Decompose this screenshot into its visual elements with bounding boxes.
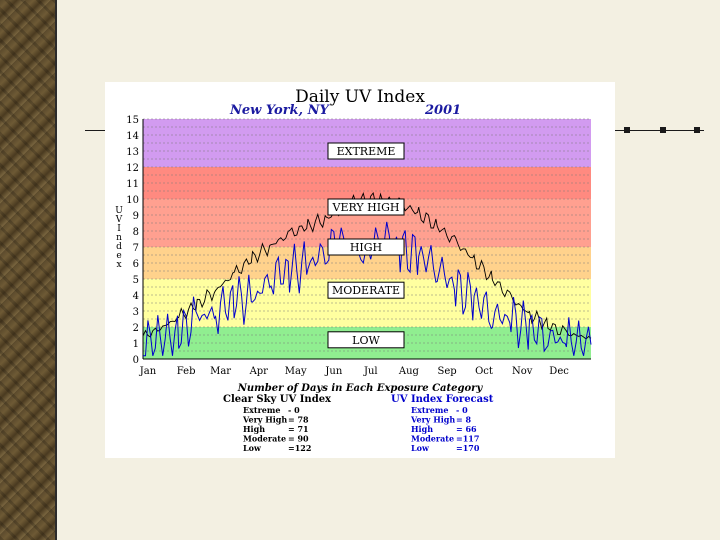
count-value: = 78 (288, 415, 309, 425)
decorative-rule-right (614, 130, 704, 131)
uv-index-figure: Daily UV Index New York, NY 2001 EXTREME… (105, 82, 615, 458)
chart-year: 2001 (424, 103, 461, 118)
count-label: Moderate (243, 434, 286, 444)
count-value: = 8 (456, 415, 471, 425)
count-label: High (411, 424, 433, 434)
count-value: =117 (456, 434, 479, 444)
x-tick-label: Jan (139, 366, 157, 377)
band-label-box (327, 198, 405, 216)
chart-title: Daily UV Index (295, 87, 425, 107)
y-axis-label-char: x (116, 260, 121, 270)
uv-chart-svg: Daily UV Index New York, NY 2001 EXTREME… (115, 87, 592, 453)
band-label-text: VERY HIGH (332, 201, 400, 214)
decorative-left-border (0, 0, 55, 540)
band-label-group: VERY HIGH (327, 198, 405, 216)
band-label-box (327, 281, 405, 299)
x-tick-label: May (285, 366, 307, 377)
band-label-group: MODERATE (327, 281, 405, 299)
band-label-text: LOW (352, 334, 380, 347)
count-label: Very High (410, 415, 455, 425)
y-tick-label: 8 (133, 227, 139, 238)
count-label: High (243, 424, 265, 434)
x-tick-label: Aug (398, 366, 420, 377)
x-tick-label: Jun (324, 366, 342, 377)
x-tick-label: Apr (249, 366, 269, 377)
y-tick-label: 12 (126, 163, 139, 174)
y-tick-label: 2 (133, 323, 139, 334)
decorative-divider (55, 0, 57, 540)
y-axis-label-char: n (116, 233, 122, 243)
y-tick-label: 4 (133, 291, 139, 302)
decorative-dot (624, 127, 630, 133)
band-label-group: EXTREME (327, 142, 405, 160)
y-axis-label-char: U (115, 206, 123, 216)
count-value: = 90 (288, 434, 309, 444)
y-tick-label: 9 (133, 211, 139, 222)
count-value: = 71 (288, 424, 309, 434)
y-tick-label: 13 (126, 147, 139, 158)
y-tick-label: 3 (133, 307, 139, 318)
count-label: Very High (242, 415, 287, 425)
band-labels: EXTREME VERY HIGH HIGH MODERATE LOW (327, 142, 405, 349)
y-axis-label-char: V (115, 215, 123, 225)
count-value: - 0 (456, 405, 468, 415)
y-tick-label: 10 (126, 195, 139, 206)
count-label: Extreme (243, 405, 280, 415)
y-tick-label: 6 (133, 259, 139, 270)
band-label-text: EXTREME (337, 145, 396, 158)
decorative-dot (660, 127, 666, 133)
x-tick-label: Nov (512, 366, 533, 377)
count-table-title: Clear Sky UV Index (223, 394, 332, 405)
count-table-title: UV Index Forecast (391, 394, 494, 405)
x-axis-label: Number of Days in Each Exposure Category (237, 383, 484, 394)
band-label-text: HIGH (350, 241, 382, 254)
y-tick-label: 5 (133, 275, 139, 286)
y-tick-label: 15 (126, 115, 139, 126)
band-label-box (327, 331, 405, 349)
y-axis-label-char: e (116, 251, 121, 261)
x-tick-label: Oct (475, 366, 493, 377)
count-value: =122 (288, 443, 311, 453)
count-label: Extreme (411, 405, 448, 415)
x-tick-label: Dec (549, 366, 569, 377)
decorative-rule-left (85, 130, 105, 131)
y-axis-label-char: d (116, 242, 122, 252)
band-label-group: HIGH (327, 238, 405, 256)
band-label-box (327, 142, 405, 160)
count-label: Low (411, 443, 430, 453)
count-value: = 66 (456, 424, 477, 434)
y-tick-label: 11 (126, 179, 139, 190)
band-label-group: LOW (327, 331, 405, 349)
y-tick-label: 1 (133, 339, 139, 350)
y-tick-label: 14 (126, 131, 139, 142)
count-label: Low (243, 443, 262, 453)
band-label-box (327, 238, 405, 256)
count-value: - 0 (288, 405, 300, 415)
decorative-dot (694, 127, 700, 133)
x-tick-label: Sep (437, 366, 456, 377)
count-value: =170 (456, 443, 480, 453)
x-tick-label: Mar (210, 366, 231, 377)
y-tick-label: 0 (133, 355, 139, 366)
count-label: Moderate (411, 434, 454, 444)
chart-location: New York, NY (229, 103, 330, 118)
band-label-text: MODERATE (332, 284, 400, 297)
x-tick-label: Jul (363, 366, 378, 377)
y-tick-label: 7 (133, 243, 139, 254)
x-tick-labels: Jan Feb Mar Apr May Jun Jul Aug Sep Oct Nov Dec (139, 366, 569, 377)
x-tick-label: Feb (177, 366, 196, 377)
y-axis-label-char: I (117, 224, 121, 234)
